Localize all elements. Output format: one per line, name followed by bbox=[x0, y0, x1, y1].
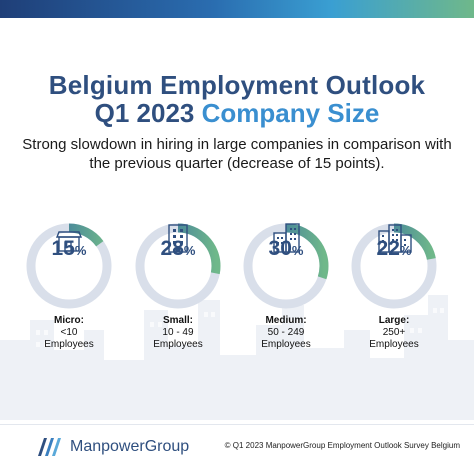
segment-unit: Employees bbox=[261, 339, 311, 350]
percent-sign: % bbox=[291, 243, 304, 258]
segment-unit: Employees bbox=[153, 339, 203, 350]
donut-small: 28% bbox=[133, 221, 223, 311]
segment-range: 10 - 49 bbox=[162, 327, 194, 338]
title-quarter: Q1 2023 bbox=[94, 98, 195, 128]
page-title: Belgium Employment Outlook bbox=[48, 70, 426, 100]
percent-sign: % bbox=[183, 243, 196, 258]
donut-micro: 15% bbox=[24, 221, 114, 311]
page-title-secondary: Q1 2023 Company Size bbox=[0, 98, 474, 129]
ring-fill bbox=[135, 223, 221, 309]
segment-unit: Employees bbox=[44, 339, 94, 350]
segment-range: <10 bbox=[60, 327, 78, 338]
percentage-number: 15 bbox=[51, 237, 75, 260]
donut-medium: 30% bbox=[241, 221, 331, 311]
label-medium: Medium: 50 - 249 Employees bbox=[231, 315, 341, 351]
percentage-number: 28 bbox=[160, 237, 184, 260]
copyright-text: © Q1 2023 ManpowerGroup Employment Outlo… bbox=[224, 441, 460, 450]
segment-range: 50 - 249 bbox=[267, 327, 305, 338]
label-small: Small: 10 - 49 Employees bbox=[123, 315, 233, 351]
ring-fill bbox=[26, 223, 112, 309]
segment-title: Micro: bbox=[54, 315, 84, 326]
percentage-number: 22 bbox=[376, 237, 400, 260]
percent-sign: % bbox=[399, 243, 412, 258]
top-gradient-bar bbox=[0, 0, 474, 18]
city-skyline-background bbox=[0, 295, 474, 420]
segment-title: Small: bbox=[162, 315, 193, 326]
manpowergroup-logo-icon bbox=[38, 438, 61, 456]
donut-ring-large bbox=[351, 223, 437, 309]
ring-fill bbox=[351, 223, 437, 309]
small-shop-icon bbox=[55, 231, 83, 252]
segment-unit: Employees bbox=[369, 339, 419, 350]
title-topic: Company Size bbox=[201, 98, 380, 128]
percent-sign: % bbox=[74, 243, 87, 258]
subtitle: Strong slowdown in hiring in large compa… bbox=[22, 136, 452, 172]
percentage-value: 28% bbox=[133, 237, 223, 261]
segment-title: Large: bbox=[378, 315, 410, 326]
segment-range: 250+ bbox=[382, 327, 406, 338]
donut-large: 22% bbox=[349, 221, 439, 311]
percentage-value: 15% bbox=[24, 237, 114, 261]
donut-ring-micro bbox=[26, 223, 112, 309]
label-large: Large: 250+ Employees bbox=[339, 315, 449, 351]
segment-title: Medium: bbox=[265, 315, 307, 326]
footer-divider bbox=[0, 424, 474, 425]
office-building-icon bbox=[168, 224, 188, 253]
two-towers-icon bbox=[273, 223, 300, 253]
brand-name: ManpowerGroup bbox=[70, 438, 190, 455]
donut-ring-small bbox=[135, 223, 221, 309]
label-micro: Micro: <10 Employees bbox=[14, 315, 124, 351]
city-block-icon bbox=[378, 224, 412, 253]
percentage-value: 22% bbox=[349, 237, 439, 261]
